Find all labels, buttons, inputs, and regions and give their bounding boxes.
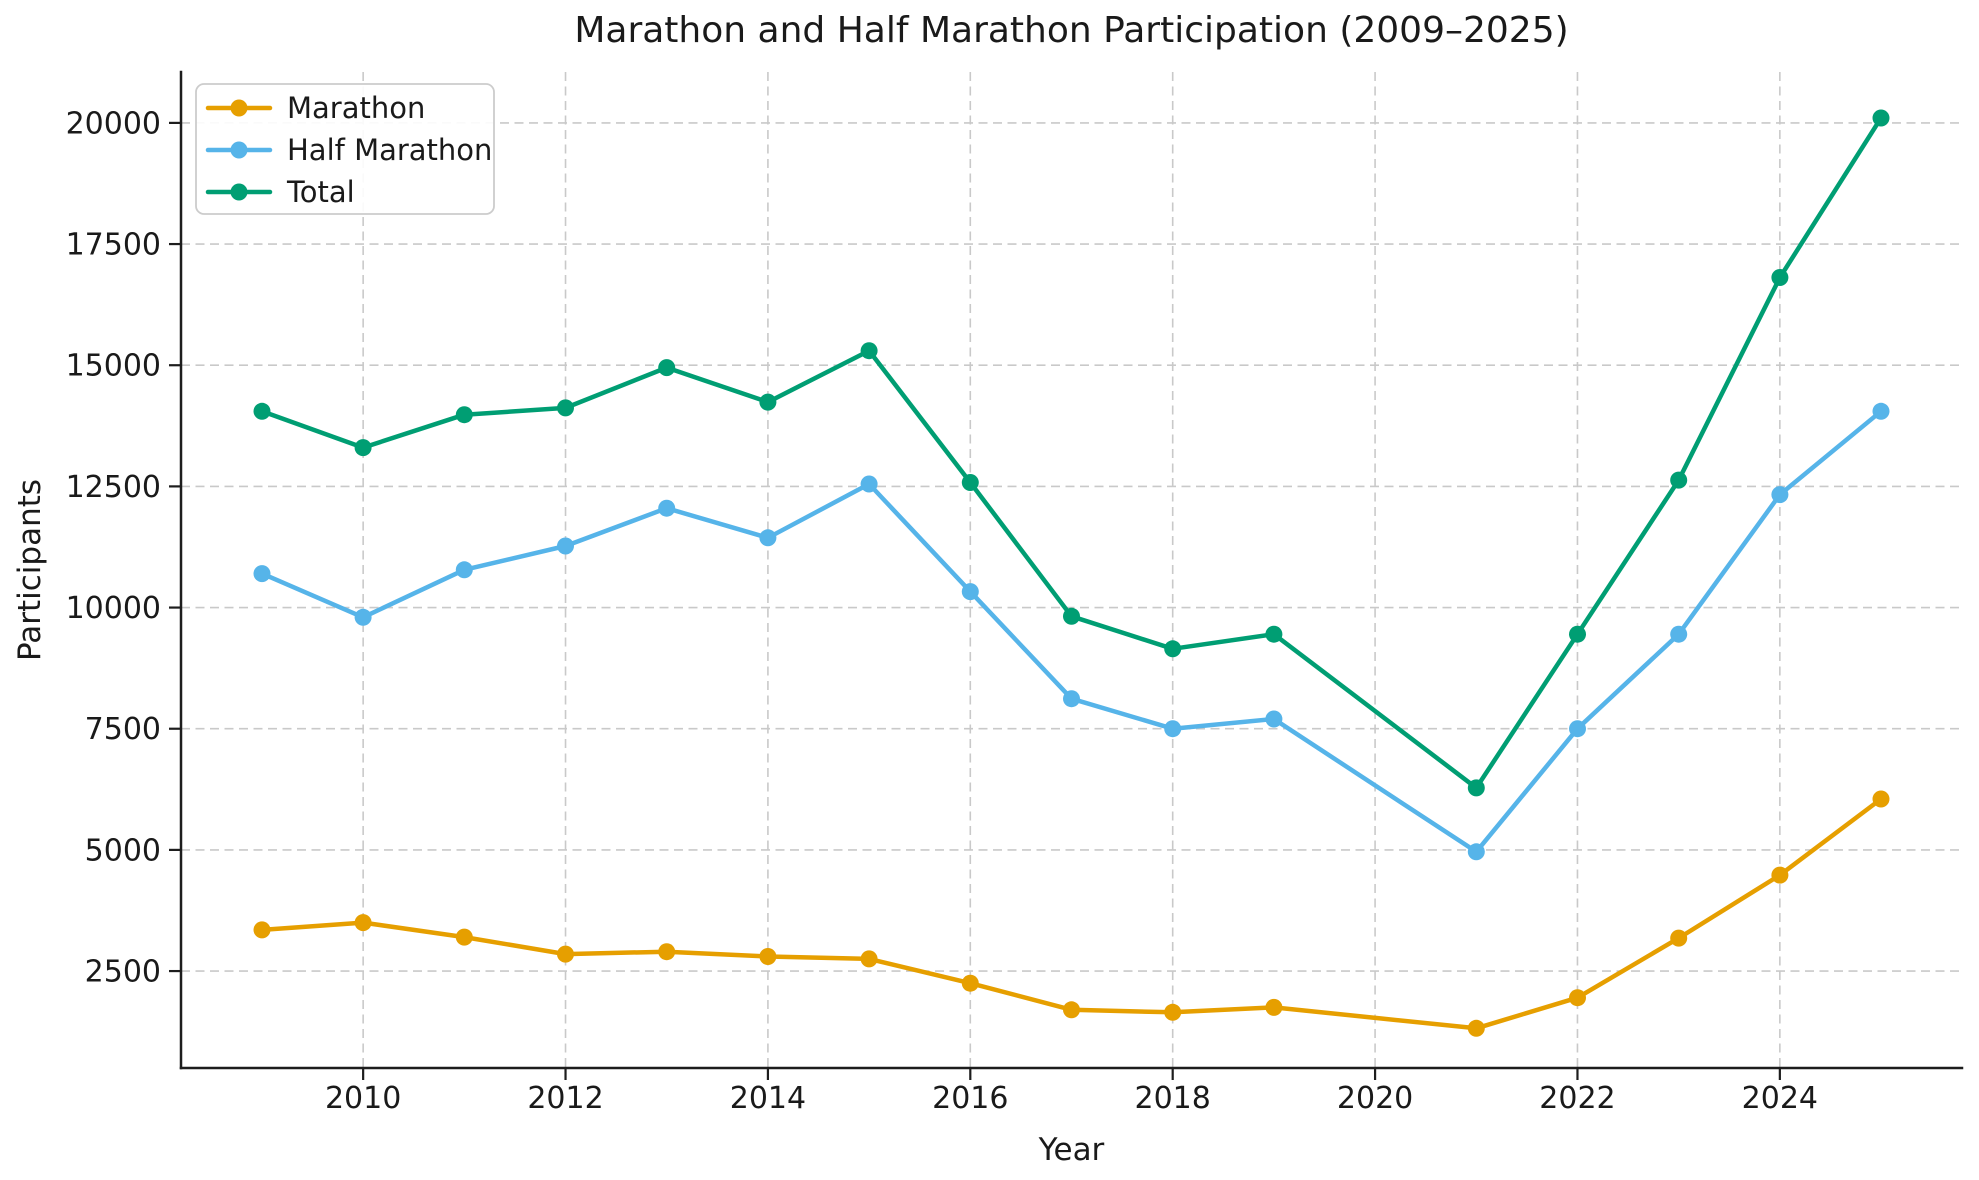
total-point-2011 xyxy=(455,406,473,424)
total-point-2025 xyxy=(1872,109,1890,127)
marathon-point-2011 xyxy=(455,928,473,946)
legend-label: Total xyxy=(286,175,355,209)
marathon-point-2012 xyxy=(557,945,574,963)
series-half-marathon xyxy=(253,402,1890,861)
marathon-point-2017 xyxy=(1063,1001,1080,1019)
legend-marker-icon xyxy=(230,183,248,201)
legend-label: Marathon xyxy=(287,91,425,125)
legend-item-total: Total xyxy=(205,175,355,209)
total-point-2014 xyxy=(759,393,777,411)
marathon-point-2021 xyxy=(1467,1019,1485,1037)
half-marathon-point-2019 xyxy=(1265,710,1283,728)
total-point-2013 xyxy=(658,359,676,377)
half-marathon-point-2018 xyxy=(1164,720,1182,738)
x-tick-label: 2024 xyxy=(1742,1081,1818,1116)
x-tick-label: 2012 xyxy=(527,1081,603,1116)
y-tick-label: 7500 xyxy=(85,712,161,747)
y-tick-label: 15000 xyxy=(66,349,161,384)
total-point-2017 xyxy=(1063,607,1080,625)
marathon-point-2024 xyxy=(1771,866,1789,884)
half-marathon-point-2016 xyxy=(961,583,979,601)
legend-box xyxy=(195,83,495,215)
total-point-2016 xyxy=(961,474,979,491)
half-marathon-point-2010 xyxy=(354,608,372,626)
total-point-2012 xyxy=(557,399,574,417)
x-tick-label: 2018 xyxy=(1135,1081,1211,1116)
series-marathon xyxy=(253,790,1890,1037)
marathon-point-2018 xyxy=(1164,1003,1182,1021)
total-point-2023 xyxy=(1670,471,1688,489)
marathon-point-2013 xyxy=(658,943,676,961)
half-marathon-point-2014 xyxy=(759,529,777,547)
marathon-point-2023 xyxy=(1670,929,1688,947)
marathon-point-2010 xyxy=(354,914,372,932)
marathon-point-2016 xyxy=(961,974,979,992)
half-marathon-point-2022 xyxy=(1569,720,1586,738)
half-marathon-point-2017 xyxy=(1063,690,1080,708)
line-total xyxy=(259,115,1884,791)
x-tick-label: 2022 xyxy=(1539,1081,1615,1116)
y-tick-label: 5000 xyxy=(85,833,161,868)
axis-ticks xyxy=(169,121,1781,1080)
total-point-2009 xyxy=(253,402,271,420)
y-tick-label: 2500 xyxy=(85,955,161,990)
series-total xyxy=(253,109,1890,797)
legend-item-half-marathon: Half Marathon xyxy=(205,133,492,167)
marathon-point-2014 xyxy=(759,948,777,965)
x-tick-label: 2014 xyxy=(730,1081,806,1116)
x-tick-label: 2010 xyxy=(325,1081,401,1116)
legend-marker-icon xyxy=(230,99,248,117)
total-point-2021 xyxy=(1467,779,1485,797)
marathon-point-2022 xyxy=(1569,989,1586,1007)
legend: Marathon Half Marathon Total xyxy=(195,83,495,215)
x-axis-label: Year xyxy=(1038,1132,1105,1168)
x-tick-label: 2020 xyxy=(1337,1081,1413,1116)
y-tick-label: 17500 xyxy=(66,228,161,263)
legend-label: Half Marathon xyxy=(287,133,492,167)
half-marathon-point-2011 xyxy=(455,561,473,579)
half-marathon-point-2009 xyxy=(253,565,271,583)
half-marathon-point-2013 xyxy=(658,499,676,517)
axes-spines xyxy=(179,70,1964,1070)
half-marathon-point-2024 xyxy=(1771,486,1789,504)
half-marathon-point-2015 xyxy=(860,475,878,493)
legend-item-marathon: Marathon xyxy=(205,91,425,125)
half-marathon-point-2025 xyxy=(1872,402,1890,420)
total-point-2019 xyxy=(1265,625,1283,643)
line-half-marathon xyxy=(259,409,1884,855)
y-tick-label: 12500 xyxy=(66,470,161,505)
total-point-2015 xyxy=(860,342,878,360)
total-point-2022 xyxy=(1569,625,1586,643)
grid xyxy=(181,72,1962,1068)
x-tick-label: 2016 xyxy=(932,1081,1008,1116)
line-marathon xyxy=(259,796,1884,1031)
total-point-2010 xyxy=(354,439,372,457)
total-point-2018 xyxy=(1164,640,1182,658)
half-marathon-point-2021 xyxy=(1467,843,1485,861)
legend-marker-icon xyxy=(230,141,248,159)
y-tick-label: 20000 xyxy=(66,106,161,141)
half-marathon-point-2023 xyxy=(1670,625,1688,643)
marathon-point-2025 xyxy=(1872,790,1890,808)
marathon-point-2009 xyxy=(253,921,271,939)
marathon-point-2015 xyxy=(860,950,878,968)
marathon-point-2019 xyxy=(1265,998,1283,1016)
total-point-2024 xyxy=(1771,269,1789,286)
chart-title: Marathon and Half Marathon Participation… xyxy=(574,10,1568,51)
y-axis-label: Participants xyxy=(12,479,48,661)
y-tick-label: 10000 xyxy=(66,591,161,626)
half-marathon-point-2012 xyxy=(557,537,574,555)
